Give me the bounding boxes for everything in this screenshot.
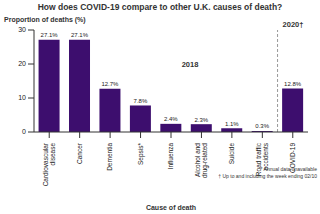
html-text:Proportion of deaths (%): Proportion of deaths (%) bbox=[4, 16, 86, 23]
html-text:Road traffic: Road traffic bbox=[255, 143, 263, 177]
html-text:accidents: accidents bbox=[262, 143, 270, 171]
svg-text:Suicide: Suicide bbox=[228, 143, 235, 165]
html-text:How does COVID-19 compare to o: How does COVID-19 compare to other U.K. … bbox=[37, 2, 283, 12]
svg-text:Alcohol anddrug-related: Alcohol anddrug-related bbox=[194, 143, 209, 178]
svg-text:7.8%: 7.8% bbox=[134, 98, 148, 104]
svg-text:0: 0 bbox=[22, 128, 26, 135]
svg-text:Sepsis*: Sepsis* bbox=[137, 143, 145, 166]
svg-text:27.1%: 27.1% bbox=[71, 32, 89, 38]
html-text:2018: 2018 bbox=[181, 60, 199, 69]
svg-text:0.3%: 0.3% bbox=[255, 123, 269, 129]
svg-text:12.7%: 12.7% bbox=[101, 81, 119, 87]
svg-text:30: 30 bbox=[18, 26, 26, 33]
svg-text:Influenza: Influenza bbox=[167, 143, 174, 170]
svg-text:Cardiovasculardisease: Cardiovasculardisease bbox=[42, 142, 56, 186]
svg-text:Dementia: Dementia bbox=[106, 143, 113, 171]
html-text:2020†: 2020† bbox=[282, 20, 304, 29]
svg-text:1.1%: 1.1% bbox=[225, 121, 239, 127]
svg-text:Cancer: Cancer bbox=[76, 142, 83, 164]
svg-text:12.8%: 12.8% bbox=[284, 81, 302, 87]
svg-text:27.1%: 27.1% bbox=[41, 32, 59, 38]
svg-text:2.3%: 2.3% bbox=[194, 117, 208, 123]
svg-text:COVID-19: COVID-19 bbox=[289, 143, 297, 173]
svg-text:10: 10 bbox=[18, 94, 26, 101]
html-text:* Annual data unavailable: * Annual data unavailable bbox=[260, 166, 317, 172]
svg-text:Cause of death: Cause of death bbox=[146, 204, 196, 211]
html-text:† Up to and including the week: † Up to and including the week ending 02… bbox=[218, 173, 317, 179]
svg-text:20: 20 bbox=[18, 60, 26, 67]
svg-text:2.4%: 2.4% bbox=[164, 116, 178, 122]
